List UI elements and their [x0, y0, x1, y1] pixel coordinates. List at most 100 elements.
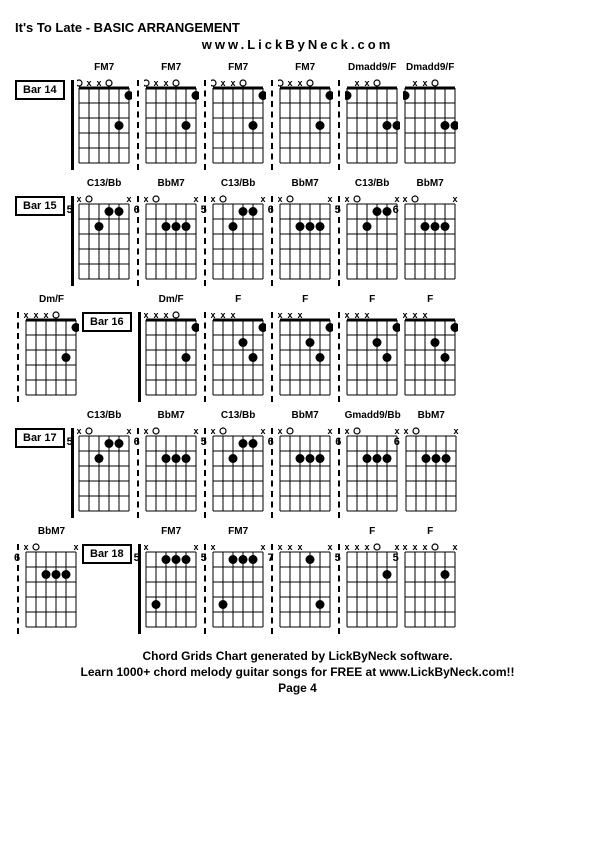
chord-name-label: Dm/F	[159, 294, 184, 308]
chord-name-label: FM7	[161, 62, 181, 76]
page-title: It's To Late - BASIC ARRANGEMENT	[15, 20, 580, 35]
svg-text:x: x	[126, 194, 131, 204]
chord-diagram: Gmadd9/Bb6xx	[345, 410, 401, 514]
svg-text:x: x	[394, 542, 399, 552]
bar-label: Bar 16	[82, 312, 132, 332]
svg-text:x: x	[452, 542, 457, 552]
svg-text:x: x	[220, 310, 225, 320]
fret-number: 6	[134, 204, 140, 216]
chord-diagram: BbM76xx	[24, 526, 79, 630]
svg-text:x: x	[77, 194, 82, 204]
svg-text:x: x	[354, 310, 359, 320]
chord-diagram: BbM76xx	[144, 410, 199, 514]
chord-name-label: Gmadd9/Bb	[345, 410, 401, 424]
svg-text:x: x	[193, 542, 198, 552]
dash-separator	[204, 80, 206, 170]
chord-row: Dm/FxxxBar 16Dm/FxxxFxxxFxxxFxxxFxxx	[15, 294, 580, 402]
svg-text:x: x	[73, 542, 78, 552]
svg-text:x: x	[287, 310, 292, 320]
svg-text:x: x	[33, 310, 38, 320]
chord-diagram: BbM76xx	[144, 178, 199, 282]
fret-number: 6	[14, 552, 20, 564]
svg-text:x: x	[24, 542, 29, 552]
chord-diagram: C13/Bb5xx	[211, 178, 266, 282]
chord-name-label: FM7	[228, 62, 248, 76]
chord-name-label: C13/Bb	[221, 410, 255, 424]
svg-text:x: x	[43, 310, 48, 320]
fret-number: 5	[201, 204, 207, 216]
chord-diagram: FM7xx	[77, 62, 132, 166]
chord-name-label: C13/Bb	[87, 410, 121, 424]
chord-diagram: C13/Bb5xx	[345, 178, 400, 282]
chord-diagram: BbM76xx	[404, 410, 459, 514]
svg-text:x: x	[163, 310, 168, 320]
svg-text:x: x	[287, 542, 292, 552]
svg-text:x: x	[297, 310, 302, 320]
chord-diagram: F5xxxx	[345, 526, 400, 630]
footer-line-1: Chord Grids Chart generated by LickByNec…	[15, 649, 580, 663]
chord-name-label: BbM7	[417, 178, 444, 192]
svg-text:x: x	[422, 542, 427, 552]
svg-text:x: x	[278, 194, 283, 204]
svg-text:x: x	[412, 542, 417, 552]
svg-text:x: x	[220, 78, 225, 88]
fret-number: 6	[393, 204, 399, 216]
page-footer: Chord Grids Chart generated by LickByNec…	[15, 649, 580, 695]
svg-text:x: x	[327, 542, 332, 552]
svg-text:x: x	[395, 426, 400, 436]
svg-text:x: x	[287, 78, 292, 88]
chord-name-label: BbM7	[292, 178, 319, 192]
chord-row: Bar 17C13/Bb5xxBbM76xxC13/Bb5xxBbM76xxGm…	[15, 410, 580, 518]
chord-diagram: Fxxx	[403, 294, 458, 398]
svg-text:x: x	[354, 78, 359, 88]
svg-text:x: x	[230, 78, 235, 88]
chord-name-label: BbM7	[418, 410, 445, 424]
chord-name-label: BbM7	[158, 178, 185, 192]
chord-diagram: Dmadd9/Fxx	[345, 62, 400, 166]
fret-number: 5	[201, 436, 207, 448]
fret-number: 7	[268, 552, 274, 564]
svg-text:x: x	[345, 310, 350, 320]
svg-text:x: x	[404, 426, 409, 436]
svg-text:x: x	[153, 310, 158, 320]
svg-text:x: x	[453, 426, 458, 436]
svg-text:x: x	[452, 194, 457, 204]
bar-label: Bar 17	[15, 428, 65, 448]
svg-text:x: x	[403, 310, 408, 320]
fret-number: 6	[134, 436, 140, 448]
svg-text:x: x	[260, 194, 265, 204]
chord-diagram: FM75xx	[211, 526, 266, 630]
svg-text:x: x	[86, 78, 91, 88]
bar-separator	[71, 80, 74, 170]
dash-separator	[17, 312, 19, 402]
bar-separator	[138, 312, 141, 402]
fret-number: 5	[335, 204, 341, 216]
chord-diagram: C13/Bb5xx	[77, 410, 132, 514]
fret-number: 6	[394, 436, 400, 448]
chord-name-label: FM7	[295, 62, 315, 76]
chord-name-label: F	[302, 294, 308, 308]
chord-name-label: F	[235, 294, 241, 308]
chord-row: BbM76xxBar 18FM75xxFM75xx7xxxxF5xxxxF5xx…	[15, 526, 580, 634]
svg-text:x: x	[422, 310, 427, 320]
chord-diagram: C13/Bb5xx	[77, 178, 132, 282]
chord-name-label: C13/Bb	[221, 178, 255, 192]
svg-text:x: x	[345, 542, 350, 552]
svg-text:x: x	[403, 194, 408, 204]
fret-number: 5	[201, 552, 207, 564]
svg-text:x: x	[412, 78, 417, 88]
svg-text:x: x	[153, 78, 158, 88]
bar-label: Bar 18	[82, 544, 132, 564]
chord-diagram: BbM76xx	[403, 178, 458, 282]
svg-text:x: x	[144, 310, 149, 320]
chord-name-label: BbM7	[38, 526, 65, 540]
svg-text:x: x	[230, 310, 235, 320]
svg-text:x: x	[193, 194, 198, 204]
fret-number: 6	[268, 436, 274, 448]
svg-text:x: x	[211, 194, 216, 204]
svg-text:x: x	[364, 78, 369, 88]
svg-text:x: x	[422, 78, 427, 88]
chord-diagram: FM7xx	[278, 62, 333, 166]
bar-label: Bar 15	[15, 196, 65, 216]
chord-name-label: C13/Bb	[355, 178, 389, 192]
